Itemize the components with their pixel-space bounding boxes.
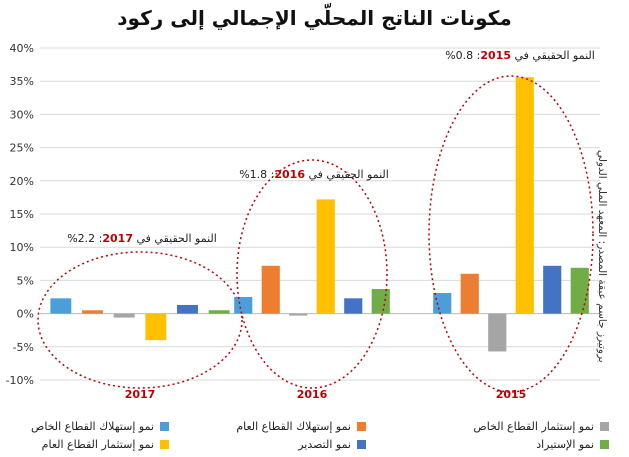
legend-item: نمو الإستيراد — [536, 438, 609, 451]
legend-swatch — [600, 440, 609, 449]
y-tick-label: -5% — [13, 341, 34, 354]
growth-annotation: النمو الحقيقي في 2015: 0.8% — [445, 49, 595, 62]
legend-label: نمو إستثمار القطاع العام — [41, 438, 154, 451]
legend-swatch — [600, 422, 609, 431]
bar — [316, 199, 335, 314]
bar — [82, 310, 103, 314]
y-tick-label: 35% — [10, 75, 34, 88]
bar — [145, 313, 167, 341]
bar — [208, 310, 230, 314]
legend-swatch — [160, 422, 169, 431]
legend-item: نمو إستهلاك القطاع الخاص — [31, 420, 169, 433]
growth-annotation: النمو الحقيقي في 2016: 1.8% — [239, 168, 389, 181]
growth-annotation: النمو الحقيقي في 2017: 2.2% — [67, 232, 217, 245]
bar — [433, 293, 452, 314]
bar — [488, 313, 507, 352]
bar — [515, 77, 534, 314]
legend-item: نمو إستثمار القطاع الخاص — [473, 420, 609, 433]
legend-label: نمو التصدير — [298, 438, 351, 451]
bar — [234, 297, 253, 314]
year-label: 2015 — [496, 388, 527, 401]
bar — [261, 265, 280, 314]
bar — [460, 273, 479, 314]
bar — [113, 313, 135, 318]
y-tick-label: 25% — [10, 142, 34, 155]
bar — [543, 265, 562, 314]
legend-swatch — [357, 422, 366, 431]
source-note: بروتيرز جاسم عبقة المصدر: المعهد الملي ا… — [596, 150, 608, 363]
bar — [344, 298, 363, 314]
bar — [289, 313, 308, 316]
legend-item: نمو التصدير — [298, 438, 366, 451]
group-ellipse — [236, 159, 388, 389]
bar — [177, 304, 198, 314]
legend: نمو إستهلاك القطاع الخاص نمو إستهلاك القط… — [0, 418, 629, 454]
y-tick-label: 5% — [17, 274, 34, 287]
legend-swatch — [357, 440, 366, 449]
y-tick-label: 10% — [10, 241, 34, 254]
year-label: 2017 — [125, 388, 156, 401]
legend-item: نمو إستهلاك القطاع العام — [236, 420, 366, 433]
legend-label: نمو إستهلاك القطاع العام — [236, 420, 351, 433]
y-tick-label: -10% — [6, 374, 34, 387]
legend-label: نمو إستهلاك القطاع الخاص — [31, 420, 154, 433]
bar — [570, 267, 589, 314]
year-label: 2016 — [297, 388, 328, 401]
y-tick-label: 15% — [10, 208, 34, 221]
legend-item: نمو إستثمار القطاع العام — [42, 438, 169, 451]
legend-label: نمو إستثمار القطاع الخاص — [473, 420, 594, 433]
legend-label: نمو الإستيراد — [536, 438, 594, 451]
bar — [50, 298, 72, 314]
group-ellipse — [428, 75, 594, 393]
y-tick-label: 40% — [10, 42, 34, 55]
group-ellipse — [37, 251, 243, 389]
y-tick-label: 0% — [17, 308, 34, 321]
legend-swatch — [160, 440, 169, 449]
y-tick-label: 30% — [10, 108, 34, 121]
bar — [371, 289, 390, 314]
chart-title: مكونات الناتج المحلّي الإجمالي إلى ركود — [117, 6, 512, 30]
y-tick-label: 20% — [10, 175, 34, 188]
